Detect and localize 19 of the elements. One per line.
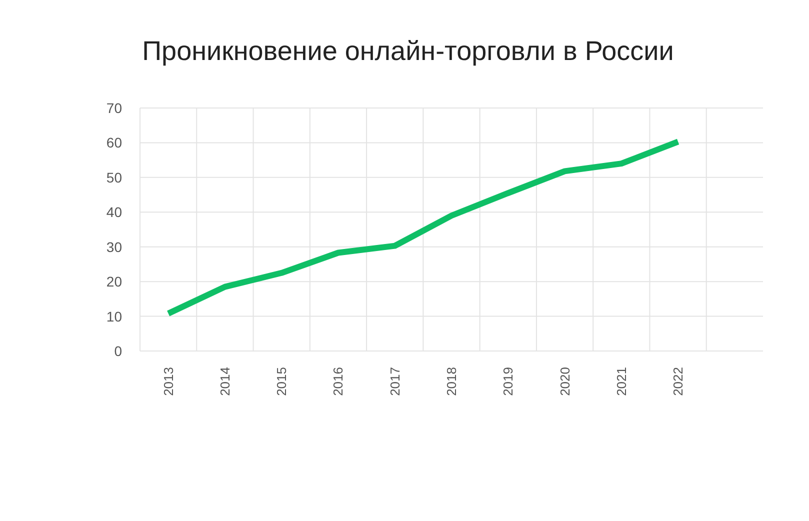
y-tick-label: 50: [106, 169, 122, 186]
x-tick-label: 2016: [330, 367, 346, 396]
x-tick-label: 2022: [670, 367, 686, 396]
x-tick-label: 2019: [500, 367, 516, 396]
y-tick-label: 20: [106, 274, 122, 290]
x-tick-label: 2013: [160, 367, 176, 396]
x-tick-label: 2015: [274, 367, 290, 396]
chart-title: Проникновение онлайн-торговли в России: [141, 36, 675, 67]
y-tick-label: 30: [106, 238, 122, 255]
y-tick-label: 60: [106, 134, 122, 151]
x-tick-label: 2014: [217, 367, 232, 396]
x-tick-label: 2021: [614, 367, 629, 396]
y-tick-label: 10: [106, 308, 122, 324]
y-tick-label: 40: [106, 204, 122, 220]
y-tick-label: 0: [114, 342, 122, 359]
x-tick-label: 2018: [444, 367, 459, 396]
y-tick-label: 70: [106, 100, 122, 116]
x-tick-label: 2020: [557, 367, 572, 396]
x-tick-label: 2017: [387, 367, 402, 396]
